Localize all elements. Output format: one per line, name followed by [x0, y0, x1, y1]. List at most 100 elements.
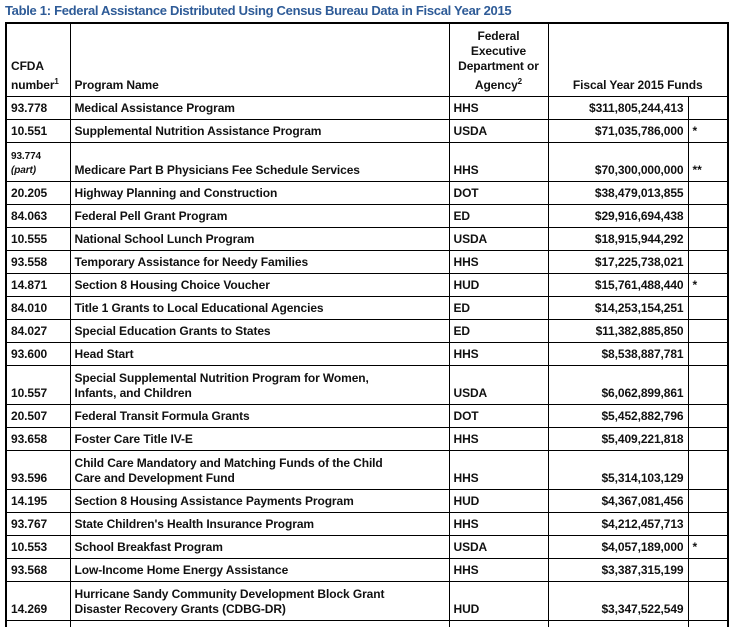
header-row: CFDA number1 Program Name Federal Execut… [5, 22, 729, 97]
table-row: 93.600 Head Start HHS $8,538,887,781 [5, 342, 729, 366]
funds-amount-cell: $6,062,899,861 [547, 365, 689, 405]
agency-cell: HHS [448, 512, 549, 536]
funds-amount-cell: $4,212,457,713 [547, 512, 689, 536]
cfda-number-cell: 93.774 (part) [5, 142, 71, 182]
col-header-cfda-label: CFDA number [11, 59, 55, 92]
cfda-number-cell: 93.596 [5, 450, 71, 490]
agency-cell: USDA [448, 535, 549, 559]
table-row: 93.568 Low-Income Home Energy Assistance H… [5, 558, 729, 582]
table-row: 10.553 School Breakfast Program USDA $4,057… [5, 535, 729, 559]
asterisk-flag-cell: * [687, 119, 729, 143]
asterisk-flag-cell [687, 404, 729, 428]
funds-amount-cell: $5,409,221,818 [547, 427, 689, 451]
empty-cell [448, 620, 549, 627]
asterisk-flag-cell [687, 250, 729, 274]
cfda-number-cell: 93.568 [5, 558, 71, 582]
funds-amount-cell: $17,225,738,021 [547, 250, 689, 274]
program-name-cell: Section 8 Housing Choice Voucher [69, 273, 450, 297]
asterisk-flag-cell [687, 365, 729, 405]
funds-amount-cell: $14,253,154,251 [547, 296, 689, 320]
agency-cell: USDA [448, 365, 549, 405]
col-header-program-name: Program Name [69, 22, 450, 97]
program-name-cell: Medical Assistance Program [69, 96, 450, 120]
agency-cell: USDA [448, 227, 549, 251]
cfda-number-cell: 14.195 [5, 489, 71, 513]
col-header-agency: Federal Executive Department or Agency2 [448, 22, 549, 97]
cfda-number-cell: 10.553 [5, 535, 71, 559]
agency-cell: HHS [448, 342, 549, 366]
footnote-marker-2: 2 [517, 77, 523, 86]
cfda-number-cell: 10.555 [5, 227, 71, 251]
table-row: 10.557 Special Supplemental Nutrition Pro… [5, 365, 729, 405]
asterisk-flag-cell [687, 342, 729, 366]
asterisk-flag-cell [687, 489, 729, 513]
table-row: 14.269 Hurricane Sandy Community Developm… [5, 581, 729, 621]
table-body: 93.778 Medical Assistance Program HHS $311,… [5, 96, 729, 627]
program-name-cell: Supplemental Nutrition Assistance Progra… [69, 119, 450, 143]
funds-amount-cell: $15,761,488,440 [547, 273, 689, 297]
asterisk-flag-cell [687, 319, 729, 343]
agency-cell: HHS [448, 250, 549, 274]
agency-cell: ED [448, 319, 549, 343]
empty-cell [69, 620, 450, 627]
funds-amount-cell: $29,916,694,438 [547, 204, 689, 228]
footnote-marker-1: 1 [54, 77, 59, 86]
agency-cell: HUD [448, 273, 549, 297]
cfda-number-cell: 93.767 [5, 512, 71, 536]
program-name-cell: Special Supplemental Nutrition Program f… [69, 365, 450, 405]
program-name-cell: Foster Care Title IV-E [69, 427, 450, 451]
agency-cell: ED [448, 296, 549, 320]
cfda-number-cell: 20.205 [5, 181, 71, 205]
asterisk-flag-cell [687, 450, 729, 490]
agency-cell: HHS [448, 558, 549, 582]
cfda-number: 93.774 [11, 151, 41, 162]
asterisk-flag-cell [687, 558, 729, 582]
agency-cell: HUD [448, 581, 549, 621]
program-name-cell: State Children's Health Insurance Progra… [69, 512, 450, 536]
asterisk-flag-cell: * [687, 273, 729, 297]
program-name-cell: Low-Income Home Energy Assistance [69, 558, 450, 582]
funds-amount-cell: $38,479,013,855 [547, 181, 689, 205]
cfda-number-cell: 84.010 [5, 296, 71, 320]
funds-amount-cell: $4,367,081,456 [547, 489, 689, 513]
agency-cell: HHS [448, 142, 549, 182]
empty-cell [547, 620, 689, 627]
cfda-number-cell: 93.658 [5, 427, 71, 451]
table-row: 84.010 Title 1 Grants to Local Educationa… [5, 296, 729, 320]
cfda-number-cell: 84.027 [5, 319, 71, 343]
asterisk-flag-cell [687, 181, 729, 205]
table-row: 10.555 National School Lunch Program USDA $… [5, 227, 729, 251]
table-row: 10.551 Supplemental Nutrition Assistance … [5, 119, 729, 143]
program-name-cell: Child Care Mandatory and Matching Funds … [69, 450, 450, 490]
agency-cell: DOT [448, 181, 549, 205]
program-name-cell: Section 8 Housing Assistance Payments Pr… [69, 489, 450, 513]
funds-amount-cell: $18,915,944,292 [547, 227, 689, 251]
agency-cell: USDA [448, 119, 549, 143]
cfda-number-cell: 14.871 [5, 273, 71, 297]
col-header-agency-label: Federal Executive Department or Agency [458, 29, 539, 92]
table-title: Table 1: Federal Assistance Distributed … [5, 3, 512, 18]
table-row: 93.596 Child Care Mandatory and Matching … [5, 450, 729, 490]
asterisk-flag-cell [687, 427, 729, 451]
agency-cell: HHS [448, 427, 549, 451]
cfda-number-cell: 14.269 [5, 581, 71, 621]
funds-amount-cell: $3,347,522,549 [547, 581, 689, 621]
cfda-number-cell: 20.507 [5, 404, 71, 428]
funds-amount-cell: $71,035,786,000 [547, 119, 689, 143]
funds-amount-cell: $4,057,189,000 [547, 535, 689, 559]
empty-cell [5, 620, 71, 627]
funds-amount-cell: $8,538,887,781 [547, 342, 689, 366]
empty-cell [687, 620, 729, 627]
col-header-program-label: Program Name [74, 78, 159, 92]
assistance-table: CFDA number1 Program Name Federal Execut… [5, 22, 729, 627]
table-row: 93.658 Foster Care Title IV-E HHS $5,409,22… [5, 427, 729, 451]
program-name-cell: Special Education Grants to States [69, 319, 450, 343]
agency-cell: HUD [448, 489, 549, 513]
table-row: 93.778 Medical Assistance Program HHS $311,… [5, 96, 729, 120]
col-header-cfda-number: CFDA number1 [5, 22, 71, 97]
asterisk-flag-cell [687, 581, 729, 621]
table-row: 14.195 Section 8 Housing Assistance Payme… [5, 489, 729, 513]
funds-amount-cell: $70,300,000,000 [547, 142, 689, 182]
program-name-cell: Title 1 Grants to Local Educational Agen… [69, 296, 450, 320]
program-name-cell: National School Lunch Program [69, 227, 450, 251]
